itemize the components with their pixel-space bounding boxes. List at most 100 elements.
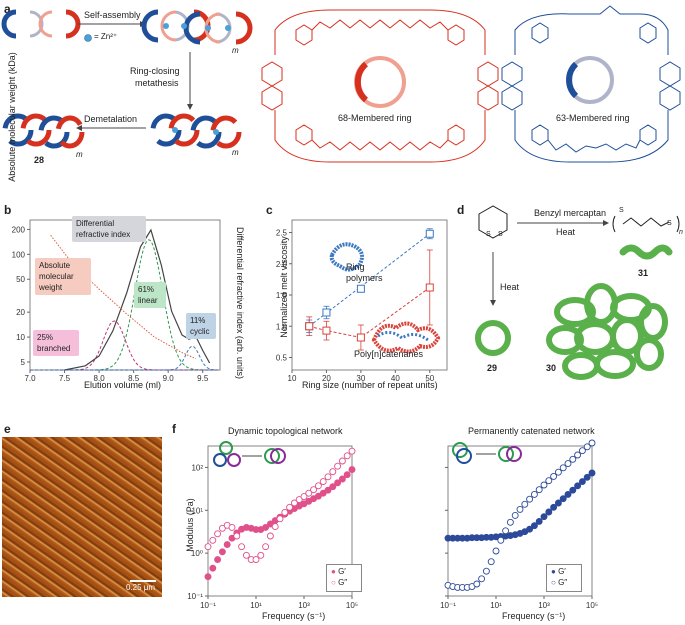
m-subscript-2: m — [232, 148, 239, 157]
c-xtick-label: 30 — [356, 374, 365, 383]
b-cyclic-component — [50, 345, 217, 371]
f1-gp-point — [314, 492, 322, 500]
scalebar-line — [130, 580, 156, 582]
d-s-label-1: S — [486, 231, 491, 238]
ring-closing-label: Ring-closing — [130, 66, 180, 76]
d-heat-label-2: Heat — [500, 282, 520, 292]
f1-gp-point — [343, 471, 351, 479]
f-legend-left: ● G′ ○ G″ — [326, 564, 362, 592]
f-legend-right: ● G′ ○ G″ — [546, 564, 582, 592]
macrocycle-63-ring-icon — [566, 56, 614, 104]
f2-gpp-point — [511, 511, 519, 519]
c-cat-point — [322, 326, 331, 335]
f2-gp-point — [569, 486, 577, 494]
b-ytick-label: 5 — [21, 358, 26, 367]
c-label-cat: Poly[n]catenanes — [354, 349, 424, 359]
b-xtick-label: 7.0 — [24, 374, 36, 383]
panel-a-letter: a — [4, 2, 11, 16]
f2-gpp-point — [516, 505, 524, 513]
b-box-linear: 61% linear — [134, 282, 166, 308]
metathesis-label: metathesis — [135, 78, 179, 88]
f2-gp-point — [535, 517, 543, 525]
f-ylabel: Modulus (Pa) — [185, 498, 195, 552]
d-reagent-label: Benzyl mercaptan — [534, 208, 607, 218]
b-ytick-label: 100 — [12, 250, 26, 259]
f2-gpp-point — [578, 447, 586, 455]
f2-gp-point — [578, 478, 586, 486]
f1-gpp-point — [343, 452, 351, 460]
panel-d-scheme — [475, 205, 680, 380]
f1-gpp-point — [314, 482, 322, 490]
f2-gp-point — [545, 508, 553, 516]
b-box-branched: 25% branched — [33, 330, 79, 356]
f1-gp-point — [338, 475, 346, 483]
b-ytick-label: 10 — [16, 333, 25, 342]
c-ytick-label: 1.5 — [276, 291, 288, 300]
f2-gp-point — [583, 473, 591, 481]
b-xtick-label: 7.5 — [59, 374, 71, 383]
b-box-amw: Absolute molecular weight — [35, 258, 91, 295]
f2-gpp-point — [545, 477, 553, 485]
c-xtick-label: 40 — [391, 374, 400, 383]
b-xtick-label: 8.0 — [94, 374, 106, 383]
f2-gpp-point — [559, 464, 567, 472]
f1-gpp-point — [238, 543, 246, 551]
d-n-label: n — [679, 229, 683, 236]
f-legend-right-gpp: ○ G″ — [551, 578, 568, 587]
f1-gpp-point — [257, 551, 265, 559]
f1-gp-point — [223, 541, 231, 549]
f1-plot-frame — [207, 445, 353, 597]
compound-28-label: 28 — [34, 155, 45, 165]
panel-a-scheme — [1, 5, 681, 163]
b-ytick-label: 20 — [16, 308, 25, 317]
f1-gpp-point — [338, 457, 346, 465]
f2-gpp-point — [521, 500, 529, 508]
compound-29-label: 29 — [487, 363, 498, 373]
f-title-left: Dynamic topological network — [228, 426, 343, 436]
f2-ring-purple-icon — [506, 446, 522, 462]
f1-gp-point — [319, 489, 327, 497]
f1-gpp-point — [266, 532, 274, 540]
d-heat-label-1: Heat — [556, 227, 576, 237]
m-subscript-3: m — [76, 150, 83, 159]
ring-63-label: 63-Membered ring — [556, 113, 630, 123]
b-ytick-label: 200 — [12, 225, 26, 234]
f1-xtick-label: 10¹ — [250, 601, 262, 610]
chart-f-dynamic: 10⁻¹ 10¹ 10³ 10⁵ 10² 10¹ 10⁰ 10⁻¹ — [187, 441, 358, 610]
f2-gp-point — [526, 525, 534, 533]
f1-ring-blue-icon — [213, 453, 227, 467]
f2-ring-blue-icon — [456, 448, 472, 464]
dithiane-structure — [478, 205, 508, 239]
macrocycle-63-structure — [501, 5, 681, 163]
catenane-network-30-icon — [546, 283, 668, 380]
f2-gpp-point — [564, 460, 572, 468]
f2-gp-point — [540, 513, 548, 521]
f1-ring-green2-icon — [264, 448, 280, 464]
ring-red-start-icon — [38, 9, 81, 39]
f2-gp-point — [564, 490, 572, 498]
pseudorotaxane-icon — [141, 9, 253, 45]
c-xtick-label: 10 — [288, 374, 297, 383]
panel-f-letter: f — [172, 422, 176, 436]
polycatenane-icon — [371, 321, 441, 354]
d-s-label-3: S — [619, 207, 624, 214]
f1-gpp-point — [329, 468, 337, 476]
f2-gpp-point — [473, 580, 481, 588]
f2-gpp-point — [506, 518, 514, 526]
ring-polymer-icon — [329, 242, 364, 272]
d-s-label-4: S — [667, 220, 672, 227]
f1-gpp-point — [209, 536, 217, 544]
d-s-label-2: S — [498, 231, 503, 238]
f1-gpp-point — [233, 532, 241, 540]
f2-gpp-point — [535, 486, 543, 494]
f1-ytick-label: 10¹ — [191, 506, 203, 515]
f1-gpp-point — [310, 486, 318, 494]
f1-gpp-point — [286, 503, 294, 511]
zinc-ion-icon — [84, 34, 92, 42]
f2-gpp-point — [487, 558, 495, 566]
f2-gpp-point — [482, 567, 490, 575]
c-ytick-label: 2.0 — [276, 260, 288, 269]
f1-xtick-label: 10⁻¹ — [200, 601, 216, 610]
c-xtick-label: 20 — [322, 374, 331, 383]
b-ylabel-left: Absolute molecular weight (kDa) — [7, 52, 17, 182]
